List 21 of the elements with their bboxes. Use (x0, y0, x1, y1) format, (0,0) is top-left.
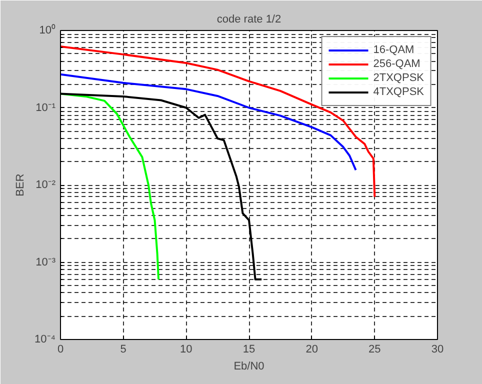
legend-label: 2TXQPSK (373, 71, 424, 85)
x-tick-label: 5 (120, 344, 126, 356)
x-tick-label: 20 (306, 344, 318, 356)
y-tick-label: 10⁻¹ (36, 102, 56, 114)
x-tick-label: 10 (180, 344, 192, 356)
y-tick-label: 10⁰ (39, 24, 56, 36)
y-axis-title: BER (14, 174, 27, 196)
x-tick-label: 15 (242, 344, 256, 356)
x-tick-label: 0 (57, 344, 64, 356)
legend-label: 16-QAM (373, 43, 414, 57)
y-tick-label: 10⁻⁴ (34, 334, 56, 346)
y-tick-label: 10⁻² (36, 179, 56, 191)
legend-label: 4TXQPSK (373, 85, 424, 99)
line-series (60, 92, 160, 280)
chart-title: code rate 1/2 (216, 14, 282, 26)
x-axis-title: Eb/N0 (234, 360, 264, 372)
y-tick-label: 10⁻³ (36, 256, 56, 268)
line-series (60, 73, 357, 172)
x-tick-label: 30 (431, 344, 444, 356)
legend-label: 256-QAM (373, 57, 420, 71)
x-tick-label: 25 (368, 344, 381, 356)
